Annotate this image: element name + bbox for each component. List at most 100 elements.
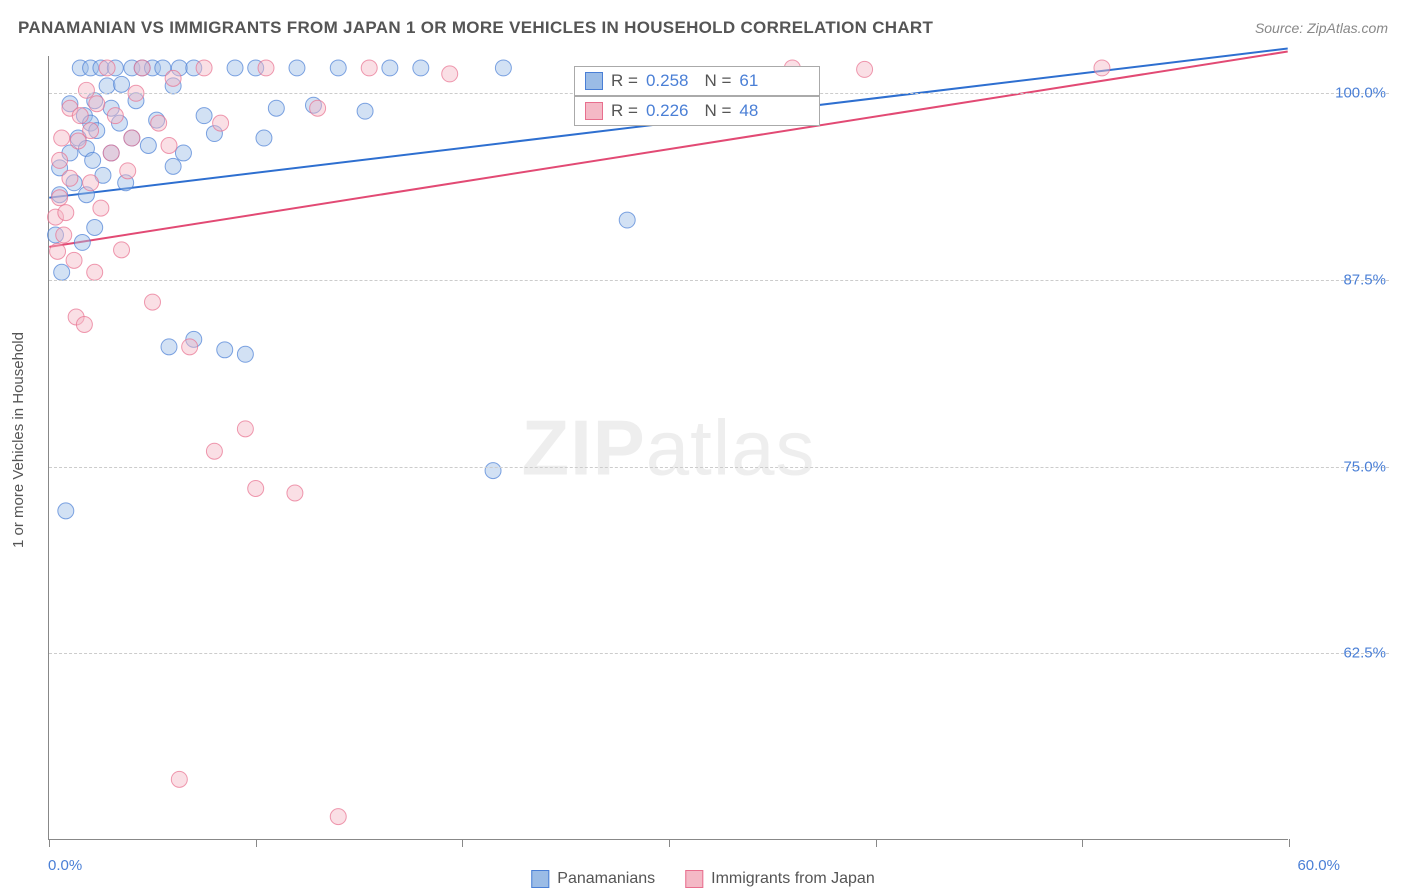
data-point — [62, 170, 78, 186]
data-point — [171, 771, 187, 787]
data-point — [76, 316, 92, 332]
scatter-svg — [49, 56, 1288, 839]
legend-item-panamanians: Panamanians — [531, 870, 655, 888]
y-tick-label: 100.0% — [1335, 85, 1386, 102]
x-tick — [462, 839, 463, 847]
data-point — [382, 60, 398, 76]
legend-label: Immigrants from Japan — [711, 870, 875, 888]
data-point — [196, 108, 212, 124]
data-point — [330, 60, 346, 76]
data-point — [87, 264, 103, 280]
data-point — [485, 463, 501, 479]
data-point — [165, 158, 181, 174]
data-point — [237, 421, 253, 437]
x-tick — [49, 839, 50, 847]
stat-r-value: 0.226 — [646, 101, 689, 121]
data-point — [165, 70, 181, 86]
data-point — [107, 108, 123, 124]
stat-n-value: 61 — [739, 71, 758, 91]
gridline — [49, 280, 1389, 281]
data-point — [114, 242, 130, 258]
y-tick-label: 87.5% — [1343, 272, 1386, 289]
data-point — [287, 485, 303, 501]
stat-n-label: N = — [704, 71, 731, 91]
data-point — [206, 443, 222, 459]
gridline — [49, 467, 1389, 468]
data-point — [310, 100, 326, 116]
data-point — [248, 481, 264, 497]
data-point — [114, 76, 130, 92]
data-point — [495, 60, 511, 76]
stat-n-label: N = — [704, 101, 731, 121]
stat-r-label: R = — [611, 101, 638, 121]
x-axis-max-label: 60.0% — [1297, 857, 1340, 874]
x-tick — [1289, 839, 1290, 847]
x-tick — [256, 839, 257, 847]
data-point — [124, 130, 140, 146]
data-point — [413, 60, 429, 76]
data-point — [66, 252, 82, 268]
gridline — [49, 653, 1389, 654]
data-point — [151, 115, 167, 131]
header: PANAMANIAN VS IMMIGRANTS FROM JAPAN 1 OR… — [18, 18, 1388, 38]
data-point — [145, 294, 161, 310]
data-point — [99, 60, 115, 76]
data-point — [134, 60, 150, 76]
stat-swatch — [585, 102, 603, 120]
data-point — [258, 60, 274, 76]
data-point — [93, 200, 109, 216]
y-axis-label: 1 or more Vehicles in Household — [10, 332, 27, 548]
data-point — [227, 60, 243, 76]
stat-box: R = 0.226 N = 48 — [574, 96, 820, 126]
data-point — [78, 82, 94, 98]
source-name: ZipAtlas.com — [1307, 20, 1388, 36]
stat-n-value: 48 — [739, 101, 758, 121]
data-point — [268, 100, 284, 116]
x-tick — [669, 839, 670, 847]
data-point — [58, 205, 74, 221]
data-point — [213, 115, 229, 131]
data-point — [120, 163, 136, 179]
data-point — [237, 346, 253, 362]
data-point — [196, 60, 212, 76]
data-point — [85, 152, 101, 168]
y-tick-label: 62.5% — [1343, 645, 1386, 662]
chart-plot-area: ZIPatlas 62.5%75.0%87.5%100.0%R =0.258N … — [48, 56, 1288, 840]
data-point — [103, 145, 119, 161]
data-point — [52, 152, 68, 168]
bottom-legend: Panamanians Immigrants from Japan — [531, 870, 874, 888]
data-point — [54, 130, 70, 146]
data-point — [89, 96, 105, 112]
data-point — [361, 60, 377, 76]
data-point — [182, 339, 198, 355]
data-point — [330, 809, 346, 825]
data-point — [72, 108, 88, 124]
stat-r-value: 0.258 — [646, 71, 689, 91]
data-point — [87, 220, 103, 236]
data-point — [161, 137, 177, 153]
data-point — [217, 342, 233, 358]
data-point — [58, 503, 74, 519]
legend-label: Panamanians — [557, 870, 655, 888]
data-point — [357, 103, 373, 119]
data-point — [99, 78, 115, 94]
data-point — [83, 123, 99, 139]
data-point — [289, 60, 305, 76]
data-point — [83, 175, 99, 191]
legend-swatch-pink — [685, 870, 703, 888]
data-point — [56, 227, 72, 243]
data-point — [74, 234, 90, 250]
stat-box: R = 0.258 N = 61 — [574, 66, 820, 96]
data-point — [175, 145, 191, 161]
data-point — [52, 190, 68, 206]
stat-r-label: R = — [611, 71, 638, 91]
data-point — [161, 339, 177, 355]
data-point — [857, 61, 873, 77]
x-tick — [876, 839, 877, 847]
x-tick — [1082, 839, 1083, 847]
data-point — [442, 66, 458, 82]
data-point — [54, 264, 70, 280]
data-point — [140, 137, 156, 153]
source-attribution: Source: ZipAtlas.com — [1255, 20, 1388, 36]
chart-title: PANAMANIAN VS IMMIGRANTS FROM JAPAN 1 OR… — [18, 18, 933, 38]
